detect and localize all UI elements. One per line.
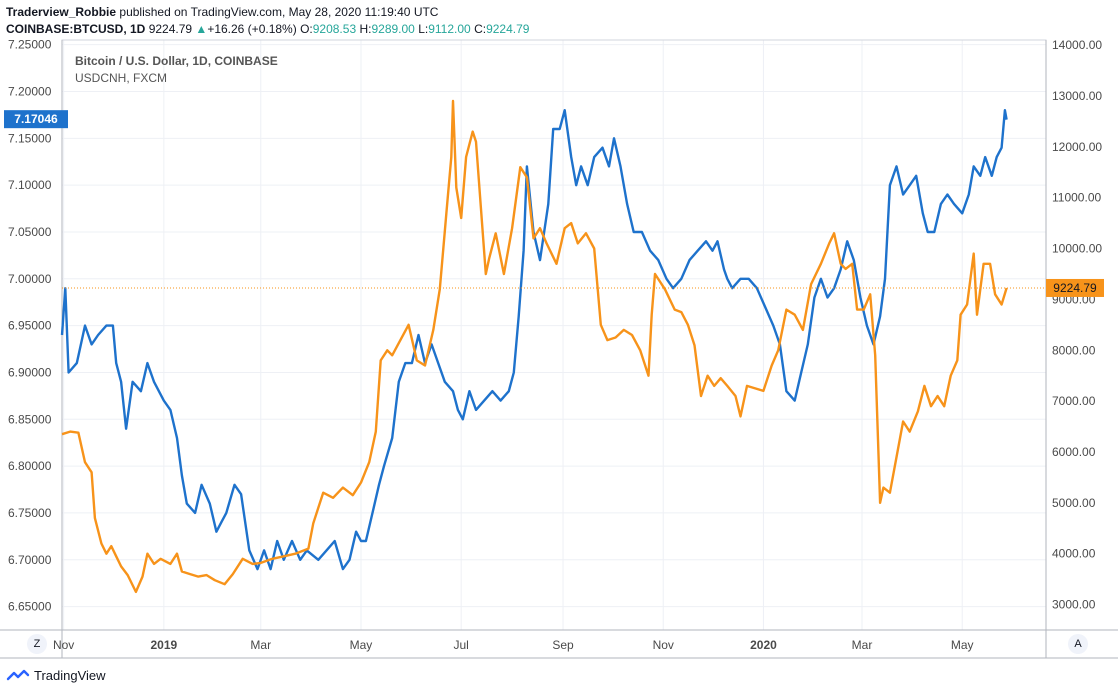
left-tick-label: 6.85000 [8,412,52,426]
right-tick-label: 11000.00 [1052,191,1101,205]
x-tick-label: Jul [454,638,469,652]
footer: TradingView [6,668,106,683]
left-tick-label: 6.70000 [8,553,52,567]
left-tick-label: 6.90000 [8,365,52,379]
change-value: +16.26 (+0.18%) [207,22,297,36]
right-tick-label: 8000.00 [1052,343,1096,357]
left-tick-label: 6.95000 [8,319,52,333]
left-tick-label: 7.20000 [8,85,52,99]
open-label: O: [300,22,313,36]
change-arrow-icon: ▲ [195,22,208,36]
time-axis[interactable]: Nov 2019 Mar May Jul Sep Nov 2020 Mar May [53,638,974,652]
right-tick-label: 10000.00 [1052,242,1102,256]
zoom-button[interactable]: Z [27,634,47,654]
x-tick-label: May [951,638,974,652]
right-tick-label: 6000.00 [1052,445,1096,459]
symbol-label[interactable]: COINBASE:BTCUSD, 1D [6,22,146,36]
x-tick-label: Mar [852,638,873,652]
x-tick-label: May [350,638,373,652]
x-tick-label: 2020 [750,638,777,652]
right-tick-label: 14000.00 [1052,38,1102,52]
legend-item-btcusd[interactable]: Bitcoin / U.S. Dollar, 1D, COINBASE [75,54,278,68]
publish-line: Traderview_Robbie published on TradingVi… [6,4,529,21]
right-tick-label: 13000.00 [1052,89,1102,103]
high-value: 9289.00 [371,22,415,36]
open-value: 9208.53 [312,22,357,36]
x-tick-label: Nov [53,638,74,652]
low-value: 9112.00 [428,22,471,36]
series-layer [60,99,1008,594]
left-tick-label: 7.05000 [8,225,52,239]
published-text: published on TradingView.com, May 28, 20… [119,5,439,19]
x-tick-label: 2019 [150,638,177,652]
right-tick-label: 7000.00 [1052,394,1096,408]
left-tick-label: 7.00000 [8,272,52,286]
x-tick-label: Nov [653,638,674,652]
last-price: 9224.79 [148,22,193,36]
left-tick-label: 7.25000 [8,38,52,52]
left-tick-label: 6.75000 [8,506,52,520]
tradingview-logo-icon[interactable] [6,669,30,683]
close-value: 9224.79 [486,22,530,36]
right-tick-label: 5000.00 [1052,496,1096,510]
usdcnh-last-label: 7.17046 [14,112,58,126]
close-label: C: [474,22,487,36]
btc-last-label: 9224.79 [1053,281,1097,295]
auto-scale-button[interactable]: A [1068,634,1088,654]
last-value-labels: 7.17046 9224.79 [4,110,1104,297]
legend: Bitcoin / U.S. Dollar, 1D, COINBASE USDC… [75,54,278,85]
left-tick-label: 6.65000 [8,600,52,614]
usdcnh-last-badge [4,110,68,129]
series-line-btcusd[interactable] [61,99,1008,594]
x-tick-label: Mar [250,638,271,652]
chart-header: Traderview_Robbie published on TradingVi… [6,4,529,38]
grid [62,40,1046,630]
left-tick-label: 6.80000 [8,459,52,473]
right-tick-label: 12000.00 [1052,140,1102,154]
x-tick-label: Sep [552,638,574,652]
left-axis[interactable]: 7.25000 7.20000 7.15000 7.10000 7.05000 7.000… [8,38,52,614]
right-axis[interactable]: 14000.00 13000.00 12000.00 11000.00 10000.00… [1052,38,1102,611]
author-name[interactable]: Traderview_Robbie [6,5,117,19]
low-label: L: [418,22,429,36]
high-label: H: [359,22,372,36]
ohlc-line: COINBASE:BTCUSD, 1D 9224.79 ▲+16.26 (+0.… [6,21,529,38]
btc-last-badge [1046,278,1104,297]
legend-item-usdcnh[interactable]: USDCNH, FXCM [75,71,167,85]
right-tick-label: 4000.00 [1052,547,1096,561]
left-tick-label: 7.10000 [8,178,52,192]
series-line-usdcnh[interactable] [60,109,1008,571]
right-tick-label: 3000.00 [1052,598,1096,612]
left-tick-label: 7.15000 [8,131,52,145]
tradingview-brand[interactable]: TradingView [34,668,106,683]
